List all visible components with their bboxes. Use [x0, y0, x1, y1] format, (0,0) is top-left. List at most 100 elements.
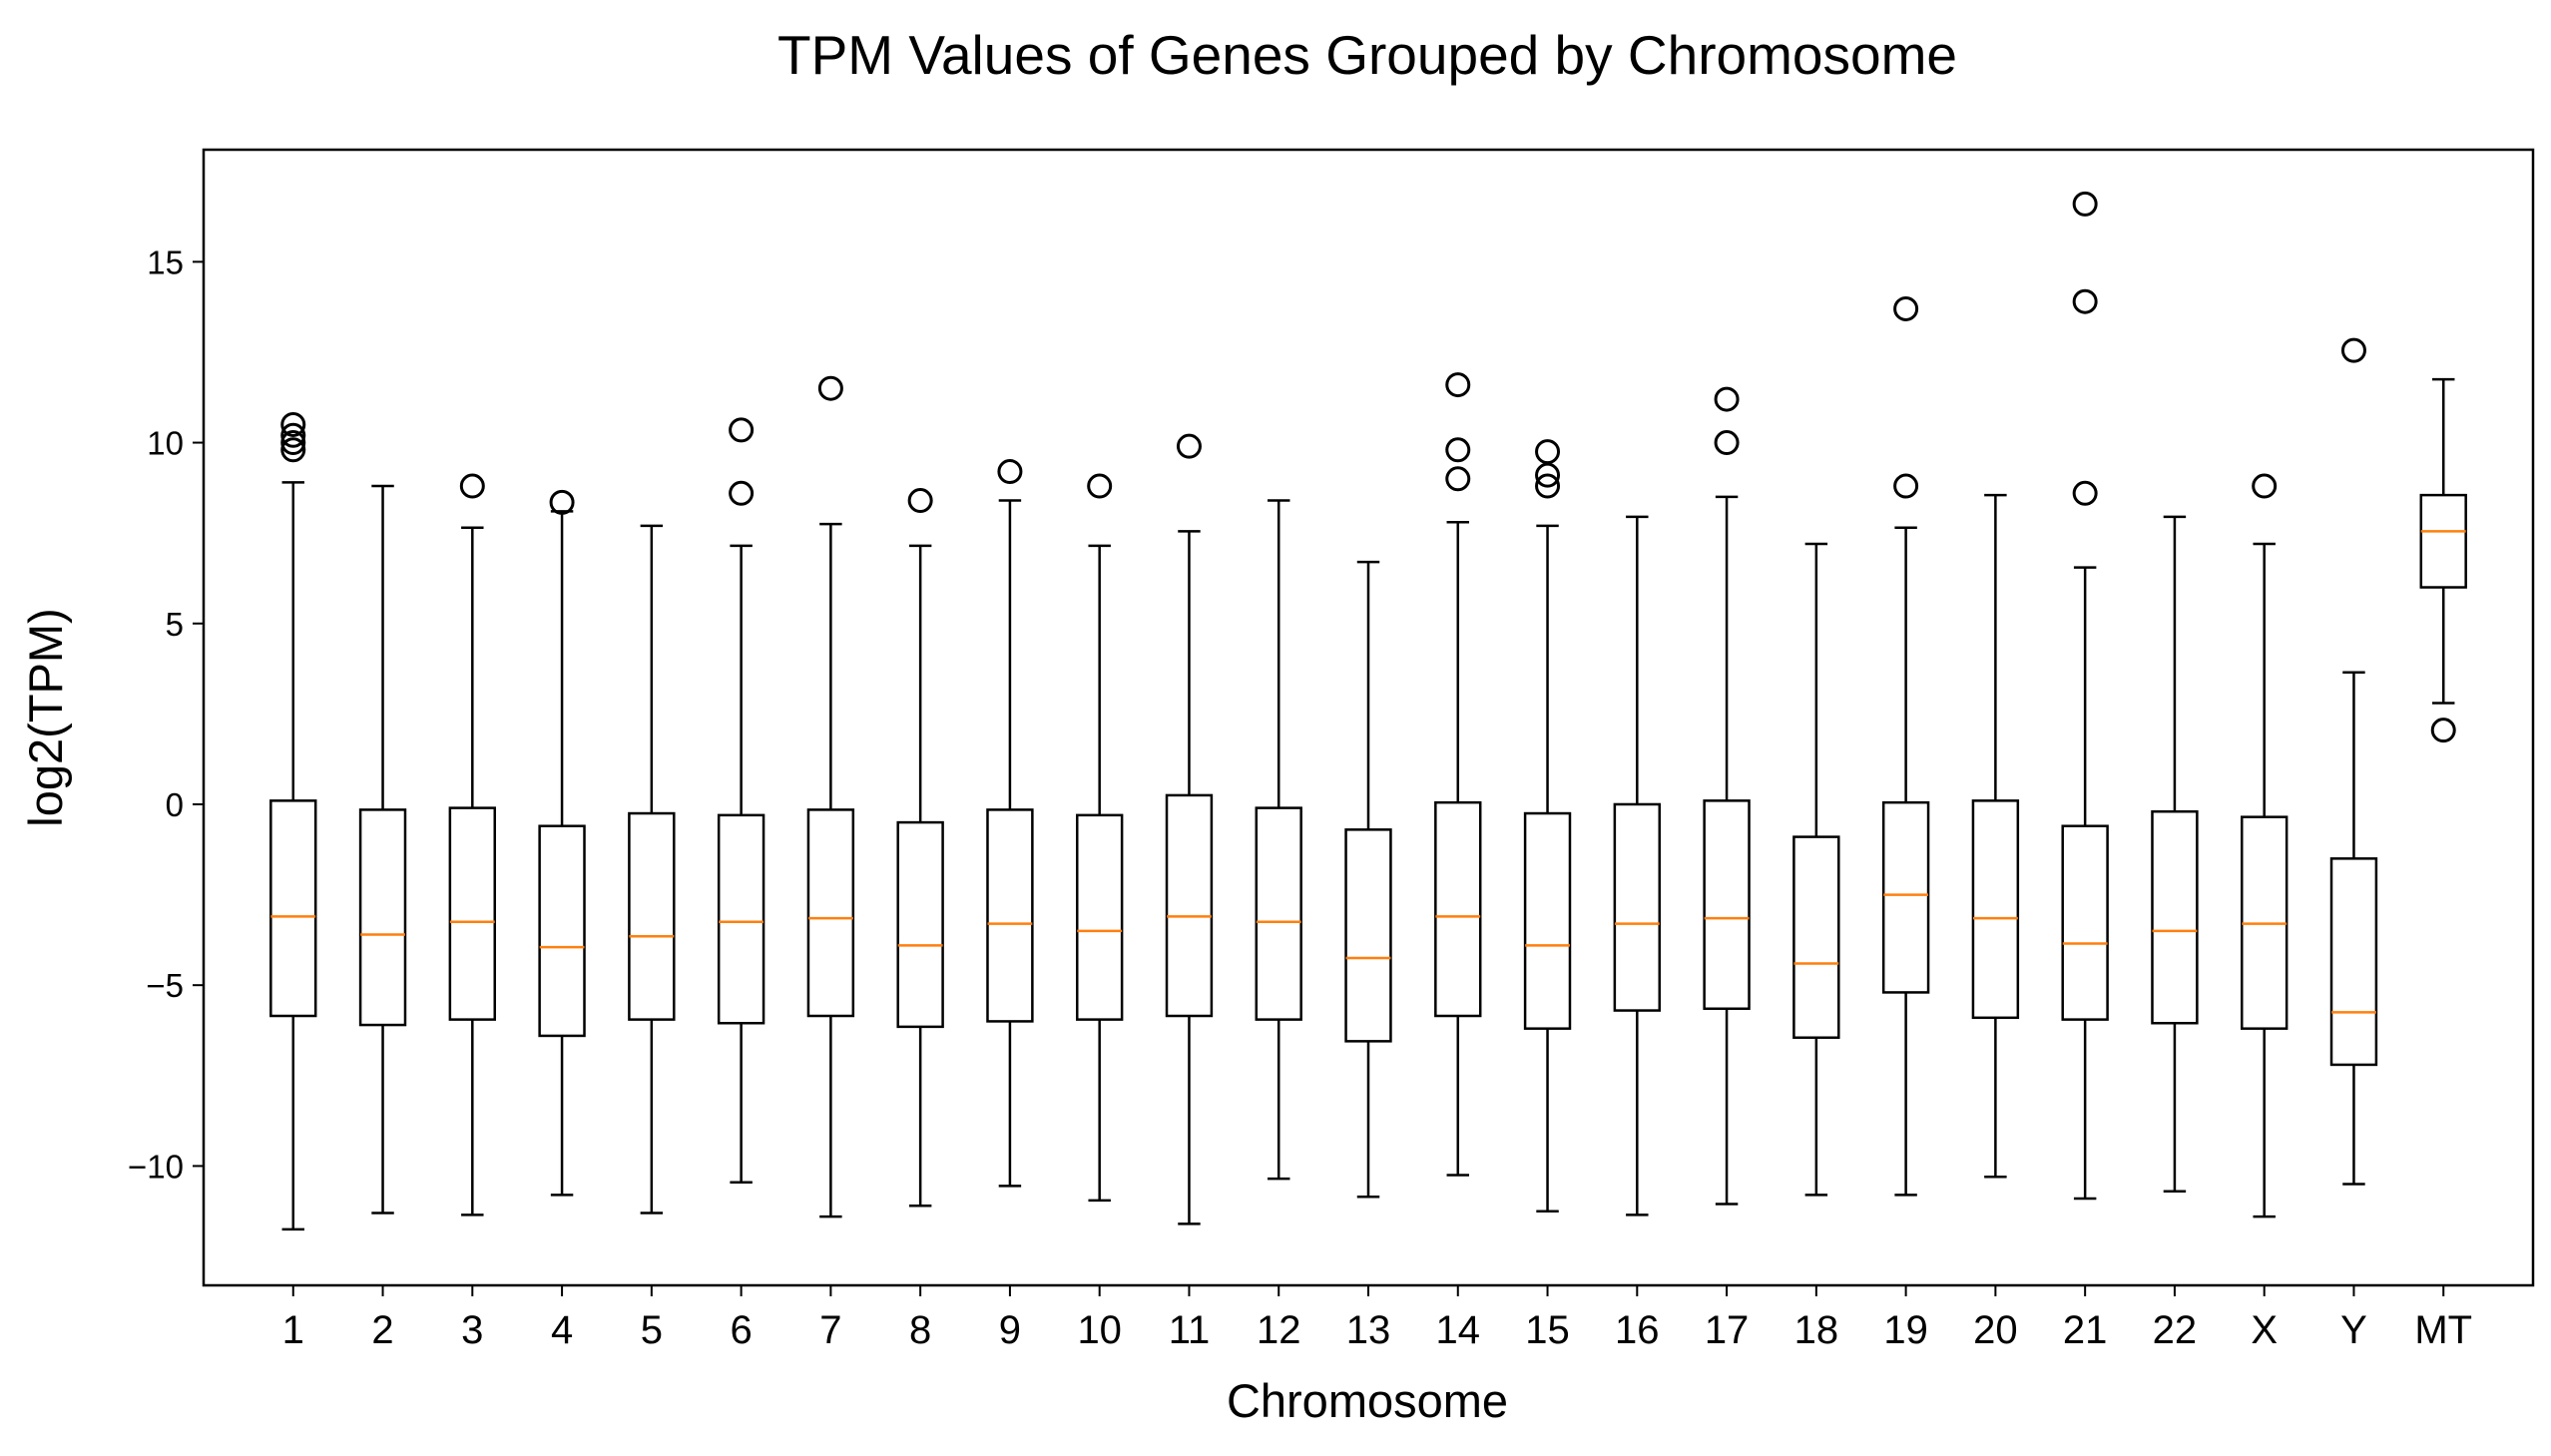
iqr-box	[628, 811, 676, 1021]
iqr-box	[538, 824, 586, 1038]
x-tick-label: 15	[1525, 1308, 1570, 1352]
box-group	[896, 488, 944, 1208]
box-group	[448, 473, 497, 1216]
y-tick-label: −10	[128, 1148, 184, 1185]
x-axis: 1 2 3 4 5 6 7 8 9 10 11 12 13 14 15 16 17 18 19 20 21 22 X Y MT	[282, 1285, 2472, 1352]
box-group	[1344, 560, 1392, 1199]
box-group	[986, 459, 1034, 1188]
x-tick-label: 7	[819, 1308, 841, 1352]
box-group	[1076, 473, 1124, 1203]
x-tick-label: X	[2251, 1308, 2278, 1352]
outlier-point	[2072, 480, 2098, 506]
box-group	[1165, 433, 1214, 1225]
outlier-point	[459, 473, 485, 499]
iqr-box	[1255, 806, 1302, 1021]
outlier-point	[907, 488, 933, 514]
y-tick-label: 5	[166, 606, 184, 643]
x-axis-label: Chromosome	[1227, 1374, 1508, 1427]
outlier-point	[1445, 372, 1471, 398]
x-tick-label: 18	[1794, 1308, 1839, 1352]
x-tick-label: 12	[1257, 1308, 1301, 1352]
box-group	[2061, 191, 2109, 1201]
y-tick-label: 0	[166, 786, 184, 823]
plot-area	[269, 191, 2467, 1231]
x-tick-label: 9	[999, 1308, 1021, 1352]
iqr-box	[1076, 813, 1124, 1021]
box-group	[2151, 515, 2199, 1194]
y-axis-label: log2(TPM)	[19, 608, 72, 826]
outlier-point	[280, 411, 306, 437]
iqr-box	[2419, 493, 2467, 589]
iqr-box	[1344, 828, 1392, 1043]
outlier-point	[2072, 288, 2098, 314]
outlier-point	[1893, 295, 1919, 321]
iqr-box	[896, 820, 944, 1029]
x-tick-label: 11	[1169, 1308, 1211, 1352]
x-tick-label: 14	[1436, 1308, 1481, 1352]
box-group	[2329, 337, 2378, 1186]
x-tick-label: 20	[1973, 1308, 2018, 1352]
box-group	[806, 375, 855, 1218]
outlier-point	[1087, 473, 1113, 499]
y-tick-label: 15	[147, 243, 184, 280]
x-tick-label: 8	[909, 1308, 931, 1352]
x-tick-label: 3	[461, 1308, 483, 1352]
box-group	[1971, 493, 2020, 1179]
box-group	[1703, 386, 1751, 1206]
chart-title: TPM Values of Genes Grouped by Chromosom…	[777, 24, 1957, 86]
x-tick-label: 10	[1077, 1308, 1122, 1352]
box-group	[538, 489, 586, 1197]
outlier-point	[1445, 437, 1471, 463]
box-group	[1613, 515, 1661, 1216]
x-tick-label: 21	[2063, 1308, 2108, 1352]
x-tick-label: 22	[2153, 1308, 2198, 1352]
outlier-point	[280, 430, 306, 456]
iqr-box	[1523, 811, 1572, 1030]
box-group	[1434, 372, 1482, 1177]
iqr-box	[1881, 800, 1930, 994]
outlier-point	[729, 480, 755, 506]
outlier-point	[1535, 473, 1561, 499]
box-group	[1881, 295, 1930, 1197]
iqr-box	[448, 806, 497, 1021]
box-group	[358, 484, 407, 1214]
outlier-point	[280, 422, 306, 448]
iqr-box	[1703, 799, 1751, 1010]
x-tick-label: 4	[551, 1308, 573, 1352]
outlier-point	[997, 459, 1023, 485]
box-group	[2241, 473, 2289, 1218]
iqr-box	[806, 808, 855, 1018]
iqr-box	[1434, 800, 1482, 1018]
box-group	[269, 411, 317, 1231]
outlier-point	[1445, 466, 1471, 492]
x-tick-label: 2	[371, 1308, 393, 1352]
outlier-point	[817, 375, 843, 401]
iqr-box	[358, 808, 407, 1027]
outlier-point	[2430, 718, 2456, 743]
outlier-point	[1535, 462, 1561, 488]
iqr-box	[2151, 809, 2199, 1025]
iqr-box	[1971, 799, 2020, 1020]
outlier-point	[280, 437, 306, 463]
box-group	[717, 417, 765, 1184]
outlier-point	[2252, 473, 2278, 499]
outlier-point	[1714, 386, 1740, 412]
box-group	[1792, 542, 1840, 1197]
y-tick-label: −5	[146, 967, 184, 1004]
outlier-point	[2072, 191, 2098, 217]
iqr-box	[2329, 857, 2378, 1067]
iqr-box	[986, 808, 1034, 1023]
x-tick-label: 1	[282, 1308, 304, 1352]
x-tick-label: MT	[2414, 1308, 2472, 1352]
y-axis: 15 10 5 0 −5 −10	[128, 243, 204, 1185]
iqr-box	[1165, 793, 1214, 1018]
x-tick-label: 19	[1883, 1308, 1928, 1352]
box-group	[2419, 377, 2467, 743]
y-tick-label: 10	[147, 425, 184, 462]
outlier-point	[549, 489, 575, 515]
outlier-point	[1176, 433, 1202, 459]
x-tick-label: 16	[1615, 1308, 1660, 1352]
box-group	[1523, 439, 1572, 1213]
x-tick-label: 5	[641, 1308, 663, 1352]
